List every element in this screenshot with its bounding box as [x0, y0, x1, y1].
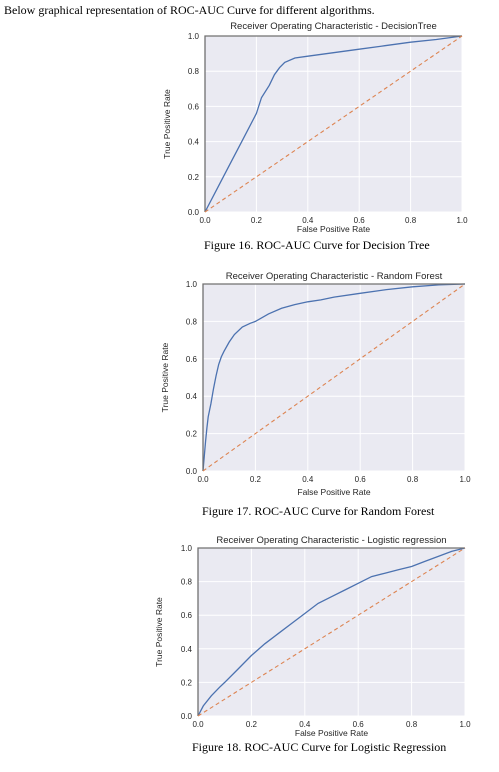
y-tick-label: 0.2	[188, 173, 200, 182]
x-tick-label: 0.2	[246, 720, 258, 729]
roc-curve-line	[197, 547, 466, 717]
x-tick-label: 0.8	[405, 216, 417, 225]
y-tick-label: 1.0	[181, 544, 193, 553]
x-tick-label: 1.0	[459, 720, 471, 729]
x-tick-label: 0.2	[250, 475, 262, 484]
y-tick-label: 0.4	[181, 645, 193, 654]
x-tick-label: 0.0	[197, 475, 209, 484]
diagonal-curve-line	[197, 547, 466, 717]
y-tick-label: 0.8	[181, 578, 193, 587]
y-tick-label: 0.2	[181, 678, 193, 687]
x-tick-label: 0.6	[353, 720, 365, 729]
x-tick-label: 1.0	[459, 475, 471, 484]
y-axis-label: True Positive Rate	[154, 597, 164, 667]
y-tick-label: 0.6	[188, 102, 200, 111]
y-tick-label: 0.6	[181, 611, 193, 620]
y-tick-label: 0.8	[186, 317, 198, 326]
figure-caption-random-forest: Figure 17. ROC-AUC Curve for Random Fore…	[202, 504, 435, 518]
x-tick-label: 0.4	[302, 216, 314, 225]
roc-chart-logistic-regression: Receiver Operating Characteristic - Logi…	[154, 535, 471, 738]
perfect-curve-line	[204, 35, 462, 212]
y-tick-label: 0.8	[188, 67, 200, 76]
figure-caption-decision-tree: Figure 16. ROC-AUC Curve for Decision Tr…	[204, 238, 430, 252]
y-tick-label: 0.4	[188, 138, 200, 147]
chart-title: Receiver Operating Characteristic - Logi…	[216, 535, 446, 546]
chart-title: Receiver Operating Characteristic - Deci…	[230, 21, 437, 32]
y-tick-label: 0.0	[181, 712, 193, 721]
y-tick-label: 0.6	[186, 355, 198, 364]
y-tick-label: 0.0	[188, 208, 200, 217]
y-tick-label: 0.0	[186, 467, 198, 476]
roc-chart-random-forest: Receiver Operating Characteristic - Rand…	[160, 271, 471, 497]
y-axis-label: True Positive Rate	[160, 342, 170, 412]
roc-curve-line	[202, 283, 466, 472]
x-axis-label: False Positive Rate	[297, 487, 370, 497]
roc-curve-line	[204, 35, 463, 213]
diagonal-curve-line	[204, 35, 463, 213]
x-tick-label: 0.4	[299, 720, 311, 729]
y-tick-label: 1.0	[186, 280, 198, 289]
x-tick-label: 0.0	[192, 720, 204, 729]
x-axis-label: False Positive Rate	[297, 224, 370, 234]
x-axis-label: False Positive Rate	[295, 728, 368, 738]
y-tick-label: 1.0	[188, 32, 200, 41]
x-tick-label: 0.8	[407, 475, 419, 484]
x-tick-label: 0.6	[355, 475, 367, 484]
x-tick-label: 0.8	[406, 720, 418, 729]
x-tick-label: 0.0	[199, 216, 211, 225]
intro-text: Below graphical representation of ROC-AU…	[4, 3, 375, 17]
y-tick-label: 0.4	[186, 392, 198, 401]
x-tick-label: 0.2	[251, 216, 263, 225]
perfect-curve-line	[197, 547, 465, 716]
chart-title: Receiver Operating Characteristic - Rand…	[226, 271, 443, 282]
figure-caption-logistic-regression: Figure 18. ROC-AUC Curve for Logistic Re…	[192, 740, 447, 754]
roc-chart-decision-tree: Receiver Operating Characteristic - Deci…	[162, 21, 468, 234]
perfect-curve-line	[202, 283, 465, 471]
y-tick-label: 0.2	[186, 430, 198, 439]
y-axis-label: True Positive Rate	[162, 89, 172, 159]
x-tick-label: 0.4	[302, 475, 314, 484]
x-tick-label: 0.6	[354, 216, 366, 225]
diagonal-curve-line	[202, 283, 466, 472]
x-tick-label: 1.0	[456, 216, 468, 225]
